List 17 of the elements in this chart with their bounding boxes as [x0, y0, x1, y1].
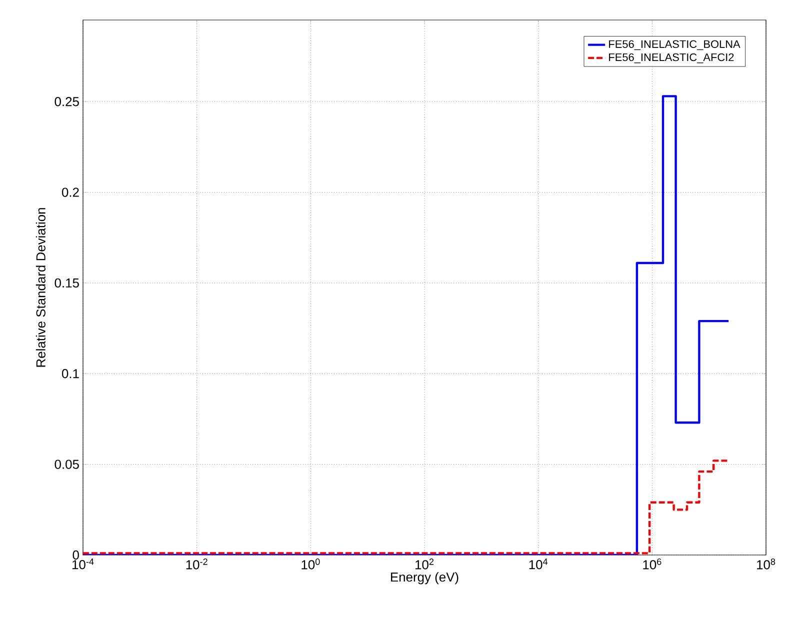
y-tick-label: 0.15: [54, 278, 79, 288]
x-tick-label: 10$^{8}$: [757, 558, 776, 570]
x-tick-label: 10$^{-4}$: [72, 558, 94, 570]
y-tick-label: 0.1: [62, 369, 79, 378]
x-tick-label: 10$^{-2}$: [186, 558, 208, 570]
legend-label: FE56_INELASTIC_AFCI2: [609, 53, 734, 64]
y-tick-label: 0: [72, 550, 79, 560]
x-tick-label: 10$^{0}$: [302, 558, 320, 570]
x-tick-label: 10$^{6}$: [643, 558, 662, 570]
legend-label: FE56_INELASTIC_BOLNA: [609, 40, 740, 50]
y-tick-label: 0.2: [62, 188, 79, 197]
x-axis-title: Energy (eV): [391, 572, 458, 584]
x-tick-label: 10$^{4}$: [529, 558, 548, 570]
y-axis-title: Relative Standard Deviation: [36, 208, 46, 367]
y-tick-label: 0.05: [54, 460, 79, 469]
y-tick-label: 0.25: [54, 97, 79, 106]
x-tick-label: 10$^{2}$: [416, 558, 434, 570]
